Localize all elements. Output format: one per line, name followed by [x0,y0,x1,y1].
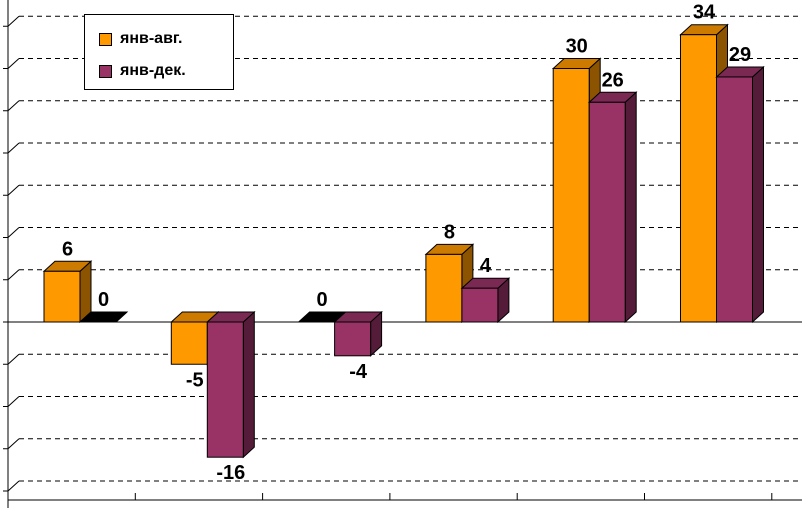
grid-lines [7,15,802,492]
bar-front [552,68,590,323]
gridline-depth [7,269,20,281]
value-label: 26 [602,69,624,91]
bar-front [425,253,463,323]
gridline-depth [7,15,20,27]
legend-item-series-1: янв-авг. [99,29,182,49]
legend-label-series-1: янв-авг. [120,30,183,47]
value-label: 0 [317,289,328,311]
bar-front [588,101,626,323]
axes [3,0,802,508]
value-label: 8 [444,221,455,243]
gridline-depth [7,184,20,196]
bar-front [716,76,753,323]
legend-swatch-series-2 [99,64,112,78]
gridline-depth [7,480,20,492]
bar-front [680,34,717,323]
bar-side [752,65,764,324]
value-labels: 6 -5 0 8 30 34 0 -16 -4 4 26 29 [62,2,751,485]
bar-series-2 [587,91,638,324]
gridline-depth [7,353,20,365]
value-label: 4 [480,255,492,277]
gridline-depth [7,58,20,69]
gridline-depth [7,438,20,450]
value-label: 30 [566,36,588,58]
bar-front [170,321,208,365]
bars [42,23,765,459]
legend: янв-авг. янв-дек. [84,14,234,90]
value-label: -4 [349,361,368,383]
bar-series-1 [42,260,93,324]
legend-label-series-2: янв-дек. [120,62,186,79]
legend-swatch-series-1 [99,32,112,46]
gridline-depth [7,227,20,238]
bar-side [624,91,637,324]
value-label: 0 [98,289,109,311]
value-label: -16 [216,462,245,484]
bar-series-2 [333,310,383,357]
bar-series-2 [715,65,765,324]
legend-item-series-2: янв-дек. [99,61,186,81]
bar-series-2 [460,277,511,324]
bar-front [461,287,499,323]
gridline-depth [7,100,20,112]
bar-side [242,310,255,459]
bar-series-2 [78,311,129,323]
gridline-depth [7,142,20,154]
bar-series-2 [206,310,256,459]
value-label: 29 [729,44,751,66]
value-label: 6 [62,238,73,260]
bar-front [334,321,372,357]
gridline-depth [7,396,20,407]
value-label: 34 [693,2,716,24]
bar-front [43,270,81,323]
bar-front [206,321,244,458]
bar-top [78,311,129,323]
value-label: -5 [186,369,204,391]
